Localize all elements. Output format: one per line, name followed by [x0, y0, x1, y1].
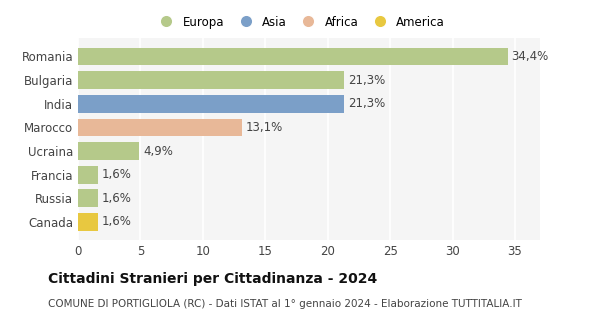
Text: 21,3%: 21,3%: [348, 97, 385, 110]
Text: 21,3%: 21,3%: [348, 74, 385, 87]
Text: 1,6%: 1,6%: [102, 168, 131, 181]
Text: 13,1%: 13,1%: [245, 121, 283, 134]
Bar: [78, 213, 98, 231]
Text: 4,9%: 4,9%: [143, 145, 173, 157]
Bar: [78, 166, 98, 184]
Bar: [78, 118, 242, 136]
Bar: [78, 71, 344, 89]
Text: 1,6%: 1,6%: [102, 215, 131, 228]
Legend: Europa, Asia, Africa, America: Europa, Asia, Africa, America: [151, 12, 449, 32]
Text: COMUNE DI PORTIGLIOLA (RC) - Dati ISTAT al 1° gennaio 2024 - Elaborazione TUTTIT: COMUNE DI PORTIGLIOLA (RC) - Dati ISTAT …: [48, 299, 522, 309]
Text: 1,6%: 1,6%: [102, 192, 131, 205]
Text: Cittadini Stranieri per Cittadinanza - 2024: Cittadini Stranieri per Cittadinanza - 2…: [48, 272, 377, 286]
Bar: [78, 48, 508, 65]
Bar: [78, 95, 344, 113]
Text: 34,4%: 34,4%: [511, 50, 548, 63]
Bar: [78, 189, 98, 207]
Bar: [78, 142, 139, 160]
